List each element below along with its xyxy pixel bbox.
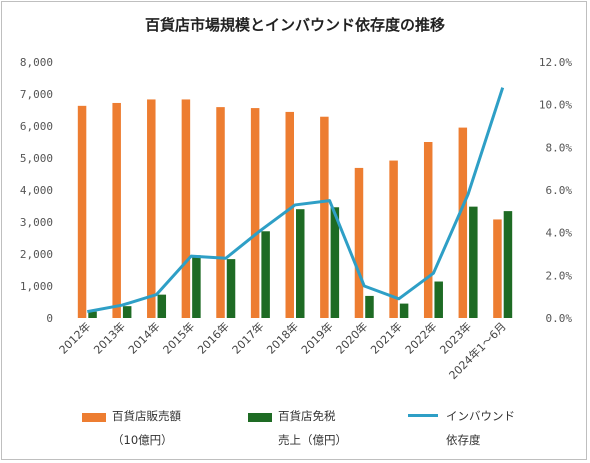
y-right-tick-label: 0.0%: [546, 312, 573, 325]
bar-sales: [423, 142, 433, 318]
y-left-tick-label: 8,000: [20, 56, 53, 69]
bar-sales: [216, 107, 225, 319]
legend-label-sales: 百貨店販売額: [112, 409, 181, 423]
x-tick-label: 2021年: [367, 319, 404, 356]
bar-sales: [354, 167, 364, 318]
bar-taxfree: [88, 311, 97, 318]
bar-taxfree: [192, 255, 201, 318]
bar-sales: [181, 99, 191, 318]
y-right-tick-label: 12.0%: [539, 56, 572, 69]
x-tick-label: 2014年: [125, 319, 162, 356]
legend-label-sales-unit: （10億円）: [112, 433, 173, 447]
bar-taxfree: [157, 294, 167, 318]
y-right-tick-label: 8.0%: [546, 141, 573, 154]
bar-sales: [320, 116, 329, 318]
x-tick-label: 2013年: [91, 319, 128, 356]
bar-taxfree: [469, 206, 478, 318]
y-left-tick-label: 4,000: [20, 184, 53, 197]
x-tick-label: 2019年: [298, 319, 335, 356]
bar-taxfree: [261, 231, 270, 318]
y-left-tick-label: 5,000: [20, 152, 53, 165]
bar-sales: [285, 111, 294, 318]
y-left-tick-label: 6,000: [20, 120, 53, 133]
y-left-tick-label: 7,000: [20, 88, 53, 101]
bar-taxfree: [399, 303, 409, 318]
bar-taxfree: [434, 281, 443, 318]
x-tick-label: 2017年: [229, 319, 266, 356]
line-inbound: [87, 87, 505, 314]
bar-taxfree: [296, 209, 305, 318]
y-right-tick-label: 2.0%: [546, 269, 573, 282]
y-left-tick-label: 3,000: [20, 216, 53, 229]
bar-sales: [77, 105, 87, 318]
legend-swatch-taxfree: [248, 413, 272, 422]
bar-taxfree: [122, 306, 132, 318]
bar-taxfree: [330, 207, 340, 318]
chart-title: 百貨店市場規模とインバウンド依存度の推移: [144, 16, 445, 34]
bar-sales: [493, 219, 502, 318]
x-tick-label: 2016年: [194, 319, 231, 356]
y-right-tick-label: 10.0%: [539, 99, 572, 112]
y-left-tick-label: 1,000: [20, 280, 53, 293]
x-tick-label: 2020年: [333, 319, 370, 356]
legend-swatch-sales: [82, 413, 106, 422]
legend-label-inbound: インバウンド: [446, 409, 515, 423]
x-tick-label: 2022年: [402, 319, 439, 356]
x-tick-label: 2012年: [56, 319, 93, 356]
bar-taxfree: [365, 295, 374, 318]
legend-label-inbound-unit: 依存度: [446, 433, 481, 447]
y-right-tick-label: 4.0%: [546, 227, 573, 240]
bar-sales: [147, 99, 156, 318]
bar-taxfree: [503, 211, 513, 318]
x-tick-label: 2018年: [264, 319, 301, 356]
bar-sales: [112, 102, 121, 319]
x-tick-label: 2015年: [160, 319, 197, 356]
legend-label-taxfree: 百貨店免税: [278, 409, 336, 423]
legend-swatch-inbound: [408, 414, 438, 417]
y-left-tick-label: 2,000: [20, 248, 53, 261]
bar-sales: [458, 127, 468, 318]
y-left-tick-label: 0: [46, 312, 53, 325]
legend-label-taxfree-unit: 売上（億円）: [278, 433, 347, 447]
bar-sales: [250, 108, 260, 318]
bar-sales: [389, 160, 398, 318]
y-right-tick-label: 6.0%: [546, 184, 573, 197]
bar-taxfree: [226, 259, 236, 318]
